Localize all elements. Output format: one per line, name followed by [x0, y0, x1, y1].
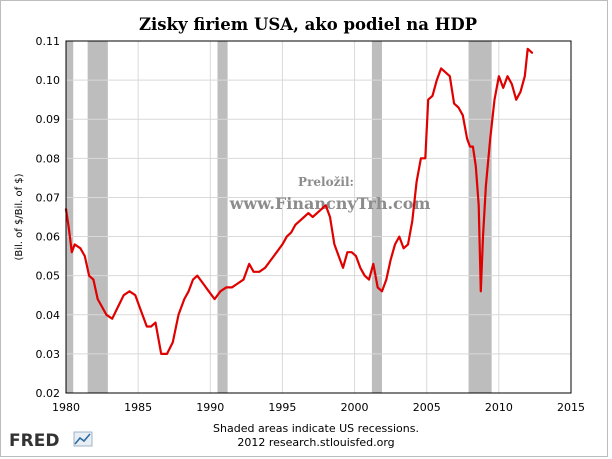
x-tick-label: 2005: [413, 401, 441, 414]
y-tick-label: 0.06: [36, 231, 61, 244]
watermark-credit: Preložil:: [298, 175, 354, 189]
y-tick-label: 0.05: [36, 270, 61, 283]
fred-logo-text: FRED: [9, 431, 59, 451]
recession-band-1: [66, 41, 74, 393]
series-line-corporate-profits: [64, 47, 534, 355]
y-axis-label: (Bil. of $/Bil. of $): [14, 173, 25, 260]
y-tick-label: 0.09: [36, 113, 61, 126]
y-tick-label: 0.03: [36, 348, 61, 361]
watermark-url: www.FinancnyTrh.com: [229, 194, 431, 213]
plot-border: [65, 40, 572, 394]
source-note: 2012 research.stlouisfed.org: [237, 436, 394, 449]
x-tick-label: 1990: [196, 401, 224, 414]
recession-band-3: [217, 41, 228, 393]
x-tick-label: 1985: [124, 401, 152, 414]
y-tick-label: 0.08: [36, 152, 61, 165]
y-axis-ticks: 0.02 0.03 0.04 0.05 0.06 0.07 0.08 0.09 0.10 0.11: [36, 35, 61, 400]
x-tick-label: 2000: [341, 401, 369, 414]
recession-band-2: [87, 41, 108, 393]
recession-note: Shaded areas indicate US recessions.: [213, 422, 419, 435]
y-tick-label: 0.02: [36, 387, 61, 400]
x-tick-label: 1995: [268, 401, 296, 414]
fred-logo: FRED: [9, 431, 93, 451]
y-tick-label: 0.11: [36, 35, 61, 48]
fred-chart-icon: [73, 431, 93, 447]
x-axis-ticks: 1980 1985 1990 1995 2000 2005 2010 2015: [52, 401, 585, 414]
x-tick-label: 2010: [485, 401, 513, 414]
y-tick-label: 0.04: [36, 309, 61, 322]
recession-band-4: [371, 41, 382, 393]
y-tick-label: 0.10: [36, 74, 61, 87]
recession-bands: [66, 41, 492, 393]
x-tick-label: 2015: [557, 401, 585, 414]
x-tick-label: 1980: [52, 401, 80, 414]
chart-title: Zisky firiem USA, ako podiel na HDP: [139, 15, 477, 34]
recession-band-5: [468, 41, 492, 393]
y-tick-label: 0.07: [36, 191, 61, 204]
